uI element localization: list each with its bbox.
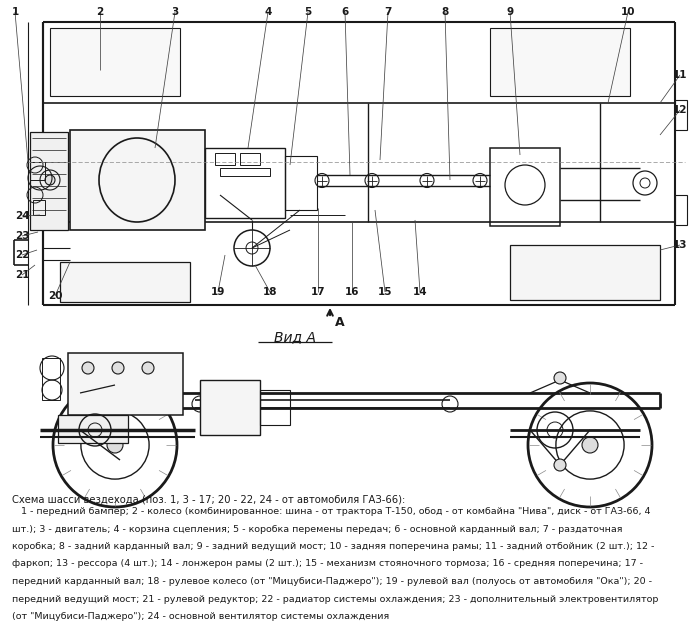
Text: 3: 3 (172, 7, 178, 17)
Circle shape (82, 362, 94, 374)
Text: 17: 17 (311, 287, 326, 297)
Bar (675, 100, 687, 130)
Bar (42, 358, 60, 400)
Bar (215, 153, 235, 165)
Bar (675, 195, 687, 225)
Text: 14: 14 (413, 287, 427, 297)
Text: 8: 8 (442, 7, 449, 17)
Text: 7: 7 (384, 7, 392, 17)
Text: фаркоп; 13 - рессора (4 шт.); 14 - лонжерон рамы (2 шт.); 15 - механизм стояночн: фаркоп; 13 - рессора (4 шт.); 14 - лонже… (12, 559, 643, 569)
Bar (260, 390, 290, 425)
Text: 18: 18 (262, 287, 277, 297)
Text: коробка; 8 - задний карданный вал; 9 - задний ведущий мост; 10 - задняя поперечи: коробка; 8 - задний карданный вал; 9 - з… (12, 542, 654, 551)
Text: 15: 15 (378, 287, 392, 297)
Text: 5: 5 (304, 7, 312, 17)
Text: 20: 20 (48, 291, 62, 301)
Text: 1 - передний бампер; 2 - колесо (комбинированное: шина - от трактора Т-150, обод: 1 - передний бампер; 2 - колесо (комбини… (12, 507, 650, 516)
Text: 2: 2 (97, 7, 104, 17)
Text: 11: 11 (673, 70, 687, 80)
Bar (30, 132, 68, 230)
Bar (70, 130, 205, 230)
Circle shape (142, 362, 154, 374)
Text: 4: 4 (265, 7, 272, 17)
Circle shape (45, 175, 55, 185)
Text: 21: 21 (15, 270, 29, 280)
Text: 22: 22 (15, 250, 29, 260)
Bar (220, 168, 270, 176)
Text: Схема шасси вездехода (поз. 1, 3 - 17; 20 - 22, 24 - от автомобиля ГАЗ-66):: Схема шасси вездехода (поз. 1, 3 - 17; 2… (12, 495, 405, 505)
Bar (68, 353, 183, 415)
Bar (490, 28, 630, 96)
Circle shape (554, 372, 566, 384)
Bar (205, 148, 285, 218)
Text: (от "Мицубиси-Паджеро"); 24 - основной вентилятор системы охлаждения: (от "Мицубиси-Паджеро"); 24 - основной в… (12, 612, 389, 621)
Text: 16: 16 (344, 287, 359, 297)
Bar (285, 156, 317, 210)
Circle shape (107, 437, 123, 453)
Text: 9: 9 (506, 7, 514, 17)
Text: 10: 10 (621, 7, 636, 17)
Text: 12: 12 (673, 105, 687, 115)
Text: передний карданный вал; 18 - рулевое колесо (от "Мицубиси-Паджеро"); 19 - рулево: передний карданный вал; 18 - рулевое кол… (12, 577, 652, 586)
Text: 1: 1 (11, 7, 19, 17)
Text: 23: 23 (15, 231, 29, 241)
Text: 6: 6 (342, 7, 349, 17)
Text: шт.); 3 - двигатель; 4 - корзина сцепления; 5 - коробка перемены передач; 6 - ос: шт.); 3 - двигатель; 4 - корзина сцеплен… (12, 524, 622, 533)
Text: A: A (335, 316, 345, 330)
Bar (490, 148, 560, 226)
Bar (240, 153, 260, 165)
Bar (58, 415, 128, 443)
Bar (510, 245, 660, 300)
Text: 24: 24 (15, 211, 29, 221)
Circle shape (112, 362, 124, 374)
Bar (200, 380, 260, 435)
Circle shape (582, 437, 598, 453)
Bar (60, 262, 190, 302)
Text: передний ведущий мост; 21 - рулевой редуктор; 22 - радиатор системы охлаждения; : передний ведущий мост; 21 - рулевой реду… (12, 595, 659, 604)
Circle shape (554, 459, 566, 471)
Text: Вид А: Вид А (274, 330, 316, 344)
Text: 13: 13 (673, 240, 687, 250)
Bar (33, 200, 45, 215)
Bar (50, 28, 180, 96)
Text: 19: 19 (211, 287, 225, 297)
Bar (30, 162, 45, 180)
